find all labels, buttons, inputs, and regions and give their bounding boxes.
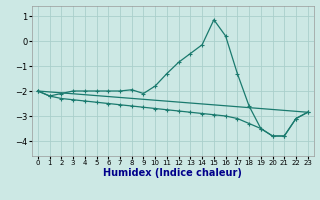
X-axis label: Humidex (Indice chaleur): Humidex (Indice chaleur) (103, 168, 242, 178)
